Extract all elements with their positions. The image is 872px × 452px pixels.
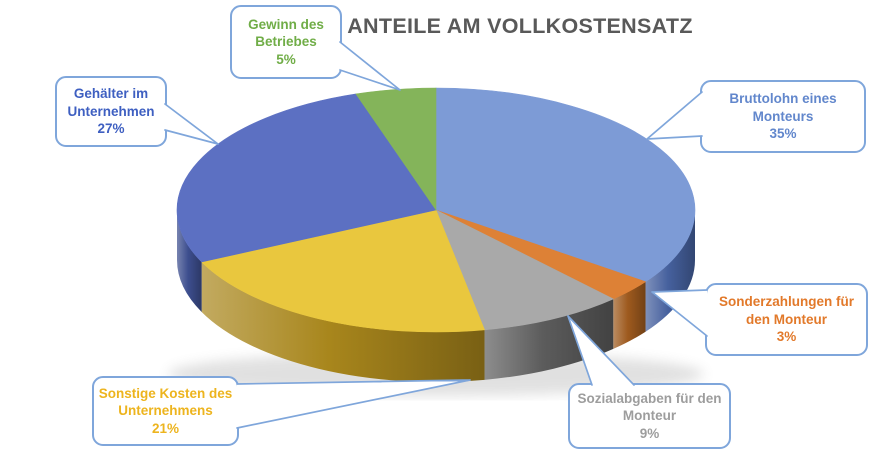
- chart-title: ANTEILE AM VOLLKOSTENSATZ: [347, 14, 693, 38]
- pie-slice-top-3: [201, 209, 485, 333]
- callout-sonstige-kosten: Sonstige Kosten des Unternehmens 21%: [92, 376, 239, 446]
- callout-label: Sonderzahlungen für den Monteur 3%: [719, 294, 854, 345]
- callout-bruttolohn-eines-monteurs: Bruttolohn eines Monteurs 35%: [700, 80, 866, 153]
- pie-slice-top-0: [435, 87, 696, 283]
- pie-slice-side-gehaelter: [177, 210, 202, 312]
- pie-slice-side-sonstige: [201, 261, 485, 382]
- callout-label: Gehälter im Unternehmen 27%: [67, 86, 155, 137]
- pie-slice-top-2: [435, 209, 615, 331]
- callout-label: Sonstige Kosten des Unternehmens 21%: [98, 385, 233, 436]
- callout-label: Gewinn des Betriebes 5%: [248, 16, 324, 67]
- callout-sozialabgaben-monteur: Sozialabgaben für den Monteur 9%: [568, 383, 731, 449]
- callout-label: Sozialabgaben für den Monteur 9%: [577, 390, 722, 441]
- callout-gehaelter-im-unternehmen: Gehälter im Unternehmen 27%: [55, 76, 167, 147]
- callout-sonderzahlungen-monteur: Sonderzahlungen für den Monteur 3%: [705, 283, 868, 356]
- callout-gewinn-des-betriebes: Gewinn des Betriebes 5%: [230, 5, 342, 79]
- callout-label: Bruttolohn eines Monteurs 35%: [729, 91, 837, 142]
- pie-slice-top-4: [176, 93, 437, 263]
